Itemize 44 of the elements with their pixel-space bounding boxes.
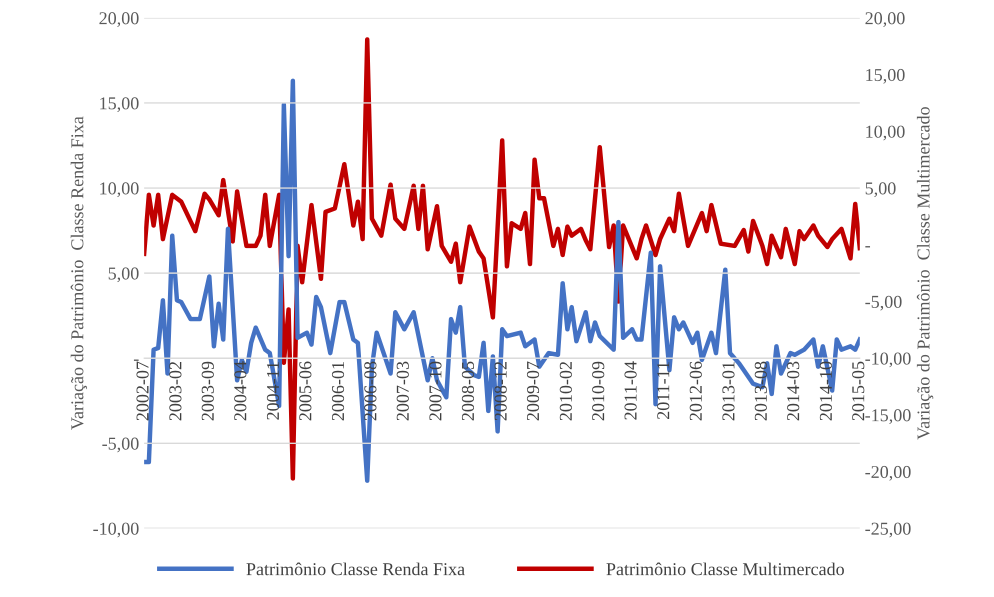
x-tick-label: 2007-03 [396,362,409,420]
x-tick-label: 2009-07 [526,361,540,420]
y2-tick-label: 15,00 [866,68,905,84]
y2-tick-label: -10,00 [865,352,911,368]
x-tick-label: 2006-08 [364,362,376,420]
x-tick-label: 2003-02 [169,362,182,420]
x-tick-label: 2015-05 [852,362,864,420]
y-tick-label: - [134,360,139,361]
y-tick-label: -5,00 [102,438,139,452]
x-tick-label: 2010-02 [560,362,572,420]
y2-tick-label: - [865,246,870,248]
x-tick-label: 2004-11 [266,362,280,420]
x-tick-label: 2014-10 [820,362,832,420]
legend-label: Patrimônio Classe Multimercado [606,562,844,576]
y2-tick-label: 5,00 [866,182,896,198]
y2-tick-label: -25,00 [865,522,911,538]
y-tick-label: 10,00 [100,182,139,198]
x-tick-label: 2005-06 [299,362,312,420]
x-tick-label: 2010-09 [592,362,604,420]
y2-tick-label: 10,00 [866,126,905,140]
x-tick-label: 2006-01 [332,362,344,420]
y-tick-label: 5,00 [108,267,139,282]
x-tick-label: 2013-08 [754,362,767,420]
x-tick-label: 2008-05 [462,362,474,420]
x-tick-label: 2003-09 [202,362,214,420]
y2-axis-title: Variação do Patrimônio Classe Multimercado [916,107,934,440]
y-tick-label: 20,00 [99,12,139,27]
y-tick-label: 15,00 [100,97,139,112]
y-axis-title: Variação do Patrimônio Classe Renda Fixa [70,116,88,430]
y2-tick-label: 20,00 [865,12,905,27]
x-tick-label: 2007-10 [429,362,442,420]
x-tick-label: 2002-07 [136,361,149,420]
x-tick-label: 2011-04 [624,361,637,420]
y2-tick-label: -20,00 [865,466,911,481]
y2-tick-label: -5,00 [865,296,902,311]
legend-label: Patrimônio Classe Renda Fixa [246,562,465,576]
x-tick-label: 2004-04 [234,361,246,420]
x-tick-label: 2011-11 [657,362,670,420]
y-tick-label: -10,00 [93,522,139,538]
x-tick-label: 2013-01 [722,362,735,420]
x-tick-label: 2008-12 [494,362,507,420]
x-tick-label: 2014-03 [787,362,800,420]
y2-tick-label: -15,00 [865,409,911,424]
x-tick-label: 2012-06 [690,362,702,420]
